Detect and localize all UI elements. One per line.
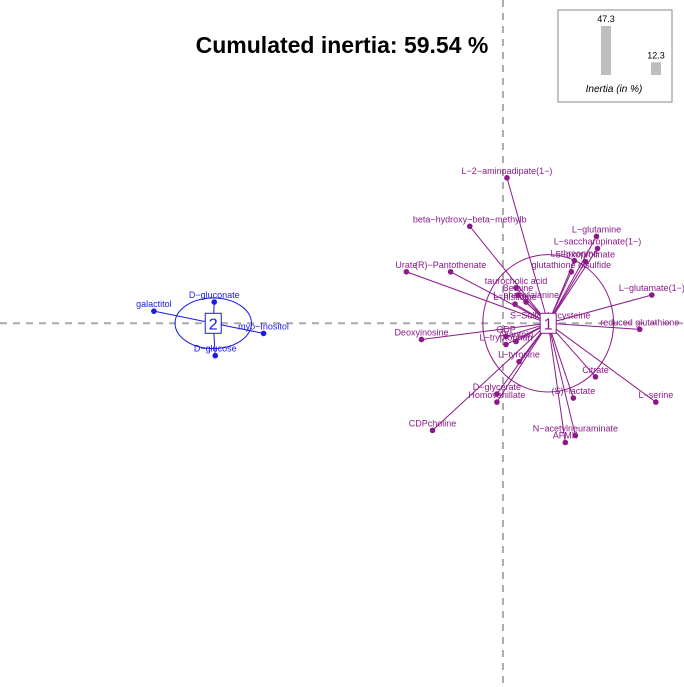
cluster-2-point xyxy=(151,308,157,314)
cluster-2-center-box xyxy=(204,312,222,334)
cluster-1-point-label: L−glutamate(1−) xyxy=(619,283,684,293)
cluster-1-point xyxy=(594,245,601,252)
cluster-1-ellipse xyxy=(482,254,615,393)
cluster-1-point-label: glutathione disulfide xyxy=(532,260,612,270)
cluster-1-point xyxy=(512,301,518,307)
cluster-1-point xyxy=(513,285,519,291)
cluster-1-point-label: L−tryptophan xyxy=(480,333,533,343)
cluster-2-point-label: myo−Inositol xyxy=(238,321,289,331)
cluster-2-center-label: 2 xyxy=(209,316,218,333)
cluster-1-point xyxy=(503,341,509,348)
cluster-1-spoke xyxy=(547,236,597,324)
cluster-1-point-label: beta−hydroxy−beta−methylb xyxy=(413,214,527,224)
inertia-inset: Inertia (in %) 47.3 12.3 xyxy=(557,9,673,103)
cluster-1-point-label: Deoxyinosine xyxy=(394,327,448,337)
cluster-1-point-label: L−glutamine xyxy=(572,224,621,234)
cluster-1-point xyxy=(504,175,510,181)
cluster-1-point xyxy=(649,292,655,298)
cluster-2-spoke xyxy=(153,310,214,324)
cluster-2: D−gluconategalactitolmyo−InositolD−gluco… xyxy=(136,290,289,359)
cluster-1-point xyxy=(418,336,425,343)
cluster-1-point-label: CDPcholine xyxy=(409,418,457,428)
cluster-1-point-label: Betaine xyxy=(503,283,534,293)
cluster-1-point-label: (R)−Pantothenate xyxy=(415,260,486,270)
chart-title: Cumulated inertia: 59.54 % xyxy=(196,32,489,58)
cluster-1-point-label: N−acetylneuraminate xyxy=(533,423,618,433)
cluster-1-point-label: (S)−lactate xyxy=(551,386,595,396)
cluster-1-point xyxy=(570,395,577,401)
cluster-1-point xyxy=(592,374,599,380)
cluster-1-point-label: L−threonine xyxy=(550,249,598,259)
inertia-bar-label: 47.3 xyxy=(597,14,615,24)
inertia-inset-frame xyxy=(557,9,673,103)
cluster-1-point-label: Urate xyxy=(395,260,417,270)
cluster-1-point-label: Homovanillate xyxy=(468,390,525,400)
cluster-1-point-label: L−serine xyxy=(638,390,673,400)
cluster-1-point-label: taurocholic acid xyxy=(485,276,548,286)
cluster-1-point xyxy=(568,268,575,275)
cluster-1-point xyxy=(523,299,529,305)
cluster-1-point xyxy=(636,326,643,333)
cluster-1-point-label: Citrate xyxy=(582,365,609,375)
inertia-bar xyxy=(601,26,611,75)
cluster-1-point-label: L−saccharopinate(1−) xyxy=(554,237,642,247)
cluster-1-point xyxy=(494,399,500,405)
cluster-1-point xyxy=(562,439,569,446)
inertia-bar xyxy=(651,62,661,75)
cluster-1-spoke xyxy=(450,271,549,324)
cluster-1-center-label: 1 xyxy=(544,316,553,333)
cluster-1-spoke xyxy=(432,322,549,431)
cluster-2-ellipse xyxy=(174,297,252,350)
cluster-1-point-label: L−tyrosine xyxy=(498,350,540,360)
cluster-2-point-label: D−gluconate xyxy=(189,290,240,300)
cluster-1-point xyxy=(653,399,659,405)
cluster-1-spoke xyxy=(547,323,566,443)
cluster-1-point-label: 5−oxoprolinate xyxy=(556,250,615,260)
cluster-2-point xyxy=(260,330,267,337)
cluster-1-spoke xyxy=(547,323,574,399)
cluster-1-point xyxy=(513,338,519,345)
cluster-1-spoke xyxy=(406,271,549,324)
cluster-1-point-label: AFMK xyxy=(553,431,578,441)
cluster-1-point xyxy=(593,233,600,240)
cluster-1-point-label: GDP xyxy=(496,324,516,334)
cluster-1-point xyxy=(403,268,410,275)
cluster-1-spoke xyxy=(496,323,549,395)
cluster-1: L−2−aminoadipate(1−) beta−hydroxy−beta−me… xyxy=(394,166,684,446)
cluster-1-point xyxy=(466,223,473,230)
cluster-1-spoke xyxy=(469,225,549,324)
cluster-1-point xyxy=(429,427,436,434)
cluster-1-spoke xyxy=(548,294,652,324)
cluster-2-point-label: galactitol xyxy=(136,299,172,309)
cluster-1-point-label: L−2−aminoadipate(1−) xyxy=(462,166,553,176)
cluster-1-point xyxy=(516,358,522,365)
cluster-1-point-label: L−histidine xyxy=(493,292,536,302)
cluster-1-point-label: L−phenylalanine xyxy=(493,290,559,300)
cluster-1-spoke xyxy=(506,177,549,324)
cluster-1-point xyxy=(503,333,509,340)
cluster-2-point xyxy=(212,352,219,359)
inertia-axis-label: Inertia (in %) xyxy=(586,84,643,95)
cluster-1-point xyxy=(572,432,579,439)
cluster-1-point-label: reduced glutathione xyxy=(600,317,679,327)
cluster-1-spoke xyxy=(496,323,549,403)
cluster-1-center-box xyxy=(539,312,557,334)
cluster-1-spoke xyxy=(548,322,640,330)
cluster-1-point xyxy=(515,292,521,298)
cluster-2-point xyxy=(211,299,218,305)
cluster-1-point xyxy=(494,391,500,397)
cluster-1-point xyxy=(582,258,589,265)
cluster-1-spoke xyxy=(421,322,549,340)
cluster-1-point xyxy=(447,268,454,275)
cluster-1-point-label: Allantoin xyxy=(499,329,534,339)
cluster-1-spoke xyxy=(547,323,576,436)
cluster-1-point-label: D−glycerate xyxy=(473,382,521,392)
cluster-1-spoke xyxy=(547,248,598,324)
inertia-bar-label: 12.3 xyxy=(647,50,665,60)
clusters: L−2−aminoadipate(1−) beta−hydroxy−beta−me… xyxy=(136,166,684,446)
